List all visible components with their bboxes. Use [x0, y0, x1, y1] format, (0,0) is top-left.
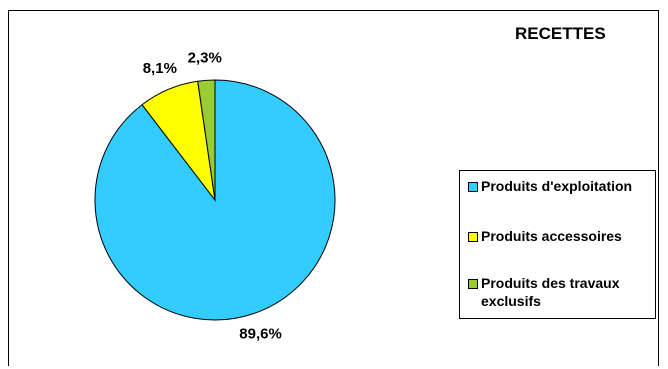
legend-swatch: [468, 232, 478, 242]
chart-frame: [8, 10, 659, 366]
legend-swatch: [468, 182, 478, 192]
legend: Produits d'exploitation Produits accesso…: [459, 170, 656, 319]
slice-value-label: 89,6%: [239, 325, 282, 342]
legend-item-produits-travaux-exclusifs: Produits des travaux exclusifs: [468, 274, 656, 310]
chart-title: RECETTES: [515, 24, 606, 43]
legend-item-produits-exploitation: Produits d'exploitation: [468, 177, 656, 195]
legend-label: Produits d'exploitation: [481, 178, 633, 194]
slice-value-label: 8,1%: [143, 60, 177, 77]
legend-label: Produits des travaux exclusifs: [481, 275, 620, 309]
pie-slice: [197, 79, 216, 201]
legend-item-produits-accessoires: Produits accessoires: [468, 227, 656, 245]
legend-swatch: [468, 279, 478, 289]
slice-value-label: 2,3%: [188, 49, 222, 66]
legend-label: Produits accessoires: [481, 228, 622, 244]
